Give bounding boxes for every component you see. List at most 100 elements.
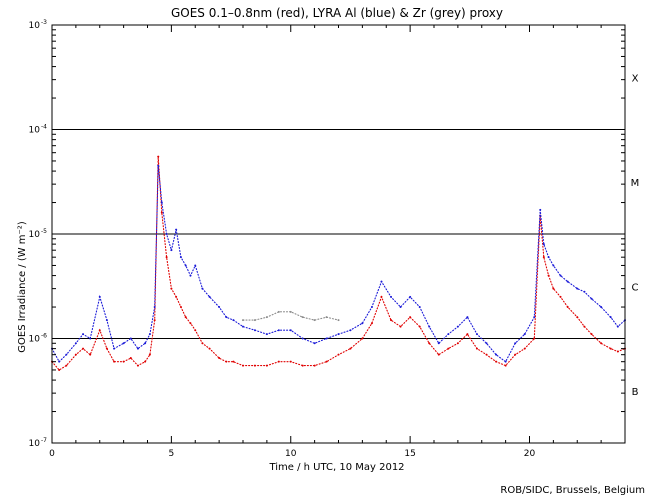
data-point xyxy=(289,329,292,332)
credit-text: ROB/SIDC, Brussels, Belgium xyxy=(500,485,645,496)
data-point xyxy=(313,342,316,345)
data-point xyxy=(301,337,304,340)
data-point xyxy=(201,342,204,345)
data-point xyxy=(418,306,421,309)
data-point xyxy=(539,208,542,211)
data-point xyxy=(232,360,235,363)
data-point xyxy=(600,342,603,345)
series-group xyxy=(51,164,626,363)
x-axis: 0 5 10 15 20 xyxy=(49,25,626,459)
data-point xyxy=(225,316,228,319)
data-point xyxy=(428,325,431,328)
data-point xyxy=(253,319,256,322)
data-point xyxy=(184,264,187,267)
data-point xyxy=(390,295,393,298)
data-point xyxy=(466,333,469,336)
data-point xyxy=(559,274,562,277)
data-point xyxy=(184,316,187,319)
data-point xyxy=(447,347,450,350)
data-point xyxy=(523,347,526,350)
chart-title: GOES 0.1–0.8nm (red), LYRA Al (blue) & Z… xyxy=(171,6,503,20)
data-point xyxy=(485,353,488,356)
data-point xyxy=(616,350,619,353)
data-point xyxy=(514,353,517,356)
data-point xyxy=(153,319,156,322)
data-point xyxy=(201,287,204,290)
data-point xyxy=(160,201,163,204)
data-point xyxy=(89,337,92,340)
series-trace xyxy=(242,311,340,321)
data-point xyxy=(466,316,469,319)
data-point xyxy=(218,357,221,360)
data-point xyxy=(370,306,373,309)
data-point xyxy=(136,347,139,350)
data-point xyxy=(170,287,173,290)
data-point xyxy=(616,325,619,328)
data-point xyxy=(495,353,498,356)
data-point xyxy=(547,256,550,259)
data-point xyxy=(157,164,160,167)
data-point xyxy=(153,306,156,309)
data-point xyxy=(533,316,536,319)
data-point xyxy=(456,342,459,345)
data-point xyxy=(337,319,340,322)
data-point xyxy=(242,364,244,367)
data-point xyxy=(242,319,244,322)
data-point xyxy=(399,306,402,309)
data-point xyxy=(325,316,328,319)
data-point xyxy=(349,329,352,332)
data-point xyxy=(157,155,160,158)
y-tick-label: 10 xyxy=(29,439,41,449)
data-point xyxy=(337,333,340,336)
data-point xyxy=(65,353,68,356)
data-point xyxy=(242,325,244,328)
data-point xyxy=(179,256,182,259)
data-point xyxy=(547,274,550,277)
data-point xyxy=(129,337,132,340)
data-point xyxy=(144,360,147,363)
x-axis-label: Time / h UTC, 10 May 2012 xyxy=(268,462,404,473)
data-point xyxy=(144,342,147,345)
data-point xyxy=(485,342,488,345)
x-tick-label: 20 xyxy=(524,449,536,459)
data-point xyxy=(523,333,526,336)
data-point xyxy=(208,347,211,350)
data-point xyxy=(74,342,77,345)
data-point xyxy=(437,353,440,356)
data-point xyxy=(590,297,593,300)
data-point xyxy=(609,316,612,319)
data-point xyxy=(289,360,292,363)
data-point xyxy=(590,333,593,336)
data-point xyxy=(301,364,304,367)
data-point xyxy=(277,360,280,363)
data-point xyxy=(148,333,151,336)
data-point xyxy=(504,364,507,367)
data-point xyxy=(129,357,132,360)
data-point xyxy=(542,243,545,246)
data-point xyxy=(148,353,151,356)
data-point xyxy=(361,322,364,325)
data-point xyxy=(265,364,268,367)
data-point xyxy=(277,310,280,313)
data-point xyxy=(170,249,173,252)
y-tick-label-exponent: -5 xyxy=(41,228,47,235)
data-point xyxy=(313,319,316,322)
data-point xyxy=(265,316,268,319)
data-point xyxy=(105,319,108,322)
data-point xyxy=(113,360,116,363)
data-point xyxy=(179,306,182,309)
data-point xyxy=(325,337,328,340)
data-point xyxy=(609,347,612,350)
data-point xyxy=(349,347,352,350)
data-point xyxy=(122,342,125,345)
data-point xyxy=(253,329,256,332)
data-point xyxy=(456,325,459,328)
data-point xyxy=(189,274,192,277)
data-point xyxy=(277,329,280,332)
flare-class-labels: X M C B xyxy=(631,73,640,398)
y-tick-label: 10 xyxy=(29,21,41,31)
series-group xyxy=(51,155,626,371)
data-point xyxy=(475,347,478,350)
x-tick-label: 5 xyxy=(169,449,175,459)
data-point xyxy=(370,322,373,325)
